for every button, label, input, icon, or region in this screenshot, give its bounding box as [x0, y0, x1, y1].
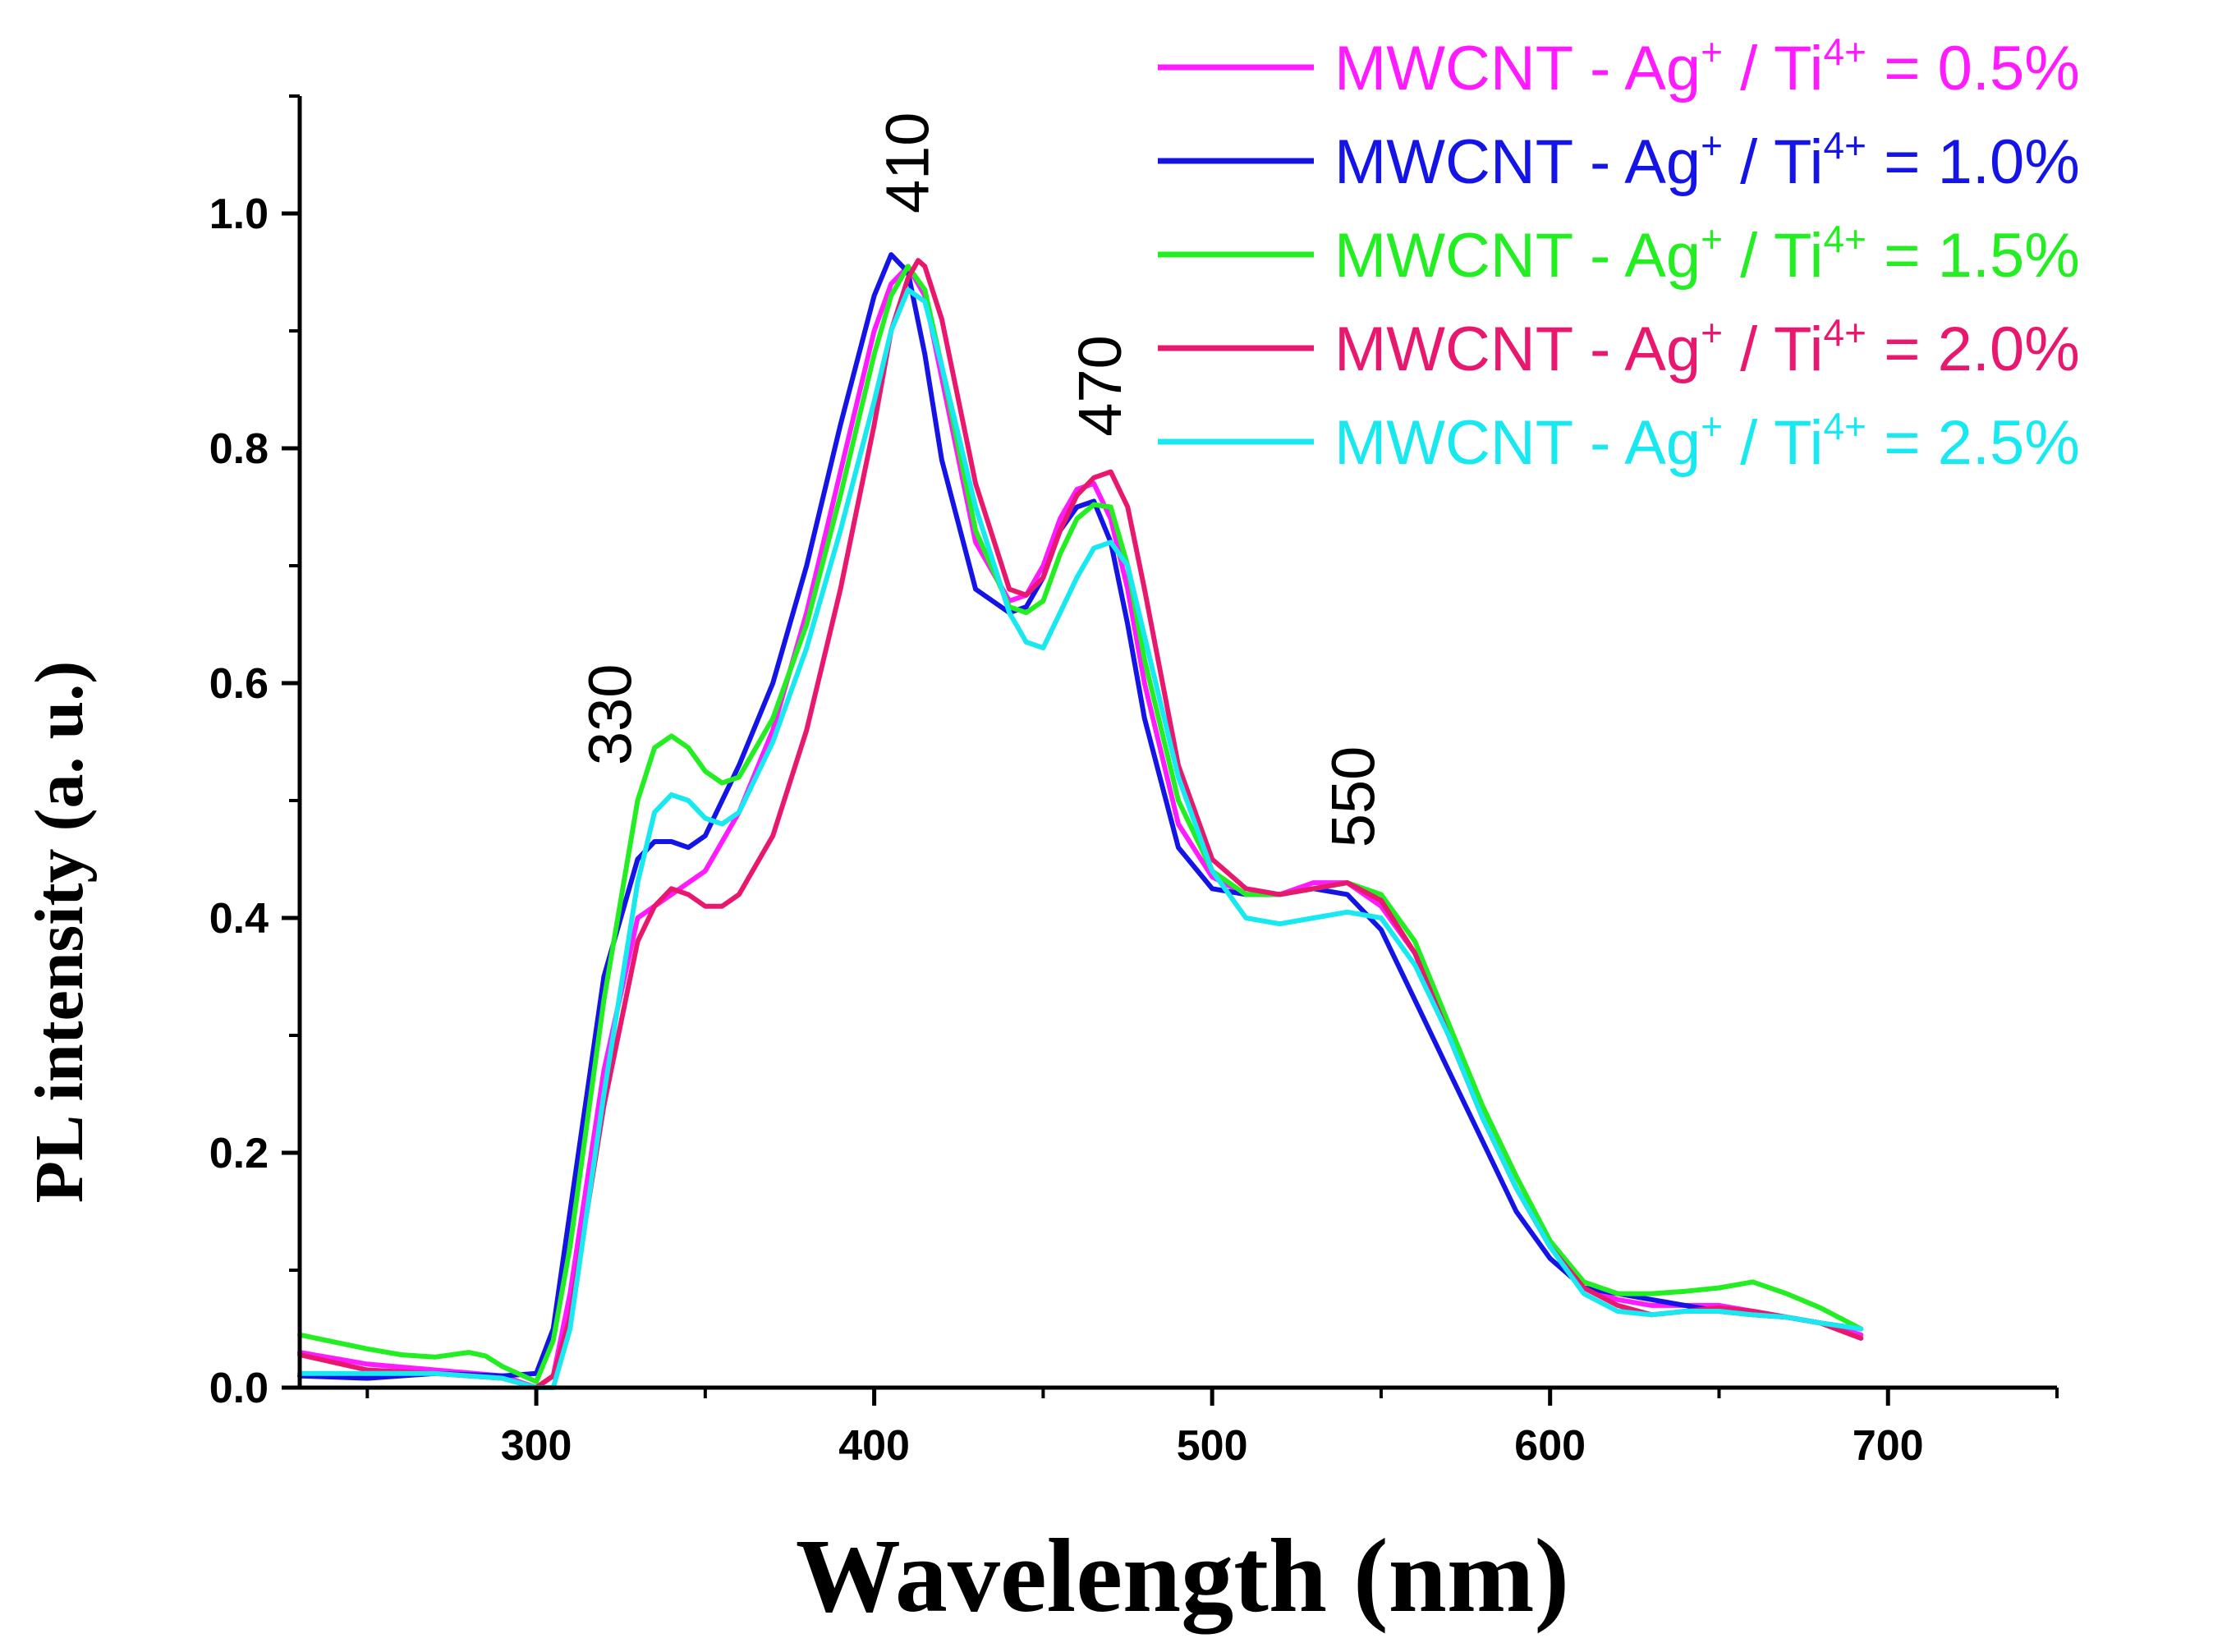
- x-tick-label: 300: [501, 1422, 572, 1470]
- x-tick-label: 400: [838, 1422, 910, 1470]
- y-tick-label: 0.6: [209, 660, 269, 708]
- legend-item: MWCNT - Ag+ / Ti4+ = 1.5%: [1158, 218, 2080, 291]
- peak-annotation: 470: [1066, 335, 1134, 436]
- legend-item: MWCNT - Ag+ / Ti4+ = 1.0%: [1158, 124, 2080, 197]
- x-tick-label: 700: [1853, 1422, 1924, 1470]
- y-tick-label: 0.2: [209, 1130, 269, 1177]
- legend-item: MWCNT - Ag+ / Ti4+ = 2.5%: [1158, 405, 2080, 478]
- series-line-3: [297, 264, 1864, 1384]
- y-tick-label: 0.4: [209, 895, 269, 943]
- y-tick-label: 0.0: [209, 1365, 269, 1412]
- y-tick-label: 1.0: [209, 190, 269, 238]
- x-tick-label: 500: [1177, 1422, 1248, 1470]
- x-tick-label: 600: [1514, 1422, 1586, 1470]
- legend-label: MWCNT - Ag+ / Ti4+ = 0.5%: [1334, 30, 2080, 103]
- x-axis-title: Wavelength (nm): [796, 1517, 1569, 1634]
- axis-ticks: 300 400 500 600 700 0.0 0.2 0.4 0.6 0.8 1.0: [209, 94, 2059, 1470]
- legend: MWCNT - Ag+ / Ti4+ = 0.5% MWCNT - Ag+ / T…: [1158, 30, 2080, 478]
- series-line-5: [297, 287, 1864, 1390]
- axes: [297, 96, 2057, 1390]
- legend-label: MWCNT - Ag+ / Ti4+ = 1.0%: [1334, 124, 2080, 197]
- legend-label: MWCNT - Ag+ / Ti4+ = 1.5%: [1334, 218, 2080, 291]
- peak-annotation: 550: [1320, 746, 1388, 847]
- peak-annotation: 330: [576, 664, 644, 765]
- legend-item: MWCNT - Ag+ / Ti4+ = 2.0%: [1158, 311, 2080, 384]
- peak-annotation: 410: [874, 112, 942, 213]
- legend-label: MWCNT - Ag+ / Ti4+ = 2.5%: [1334, 405, 2080, 478]
- legend-item: MWCNT - Ag+ / Ti4+ = 0.5%: [1158, 30, 2080, 103]
- peak-annotations: 330 410 470 550: [576, 112, 1387, 848]
- legend-label: MWCNT - Ag+ / Ti4+ = 2.0%: [1334, 311, 2080, 384]
- y-tick-label: 0.8: [209, 425, 269, 473]
- series-lines: [297, 252, 1864, 1390]
- y-axis-title: PL intensity (a. u.): [21, 661, 98, 1203]
